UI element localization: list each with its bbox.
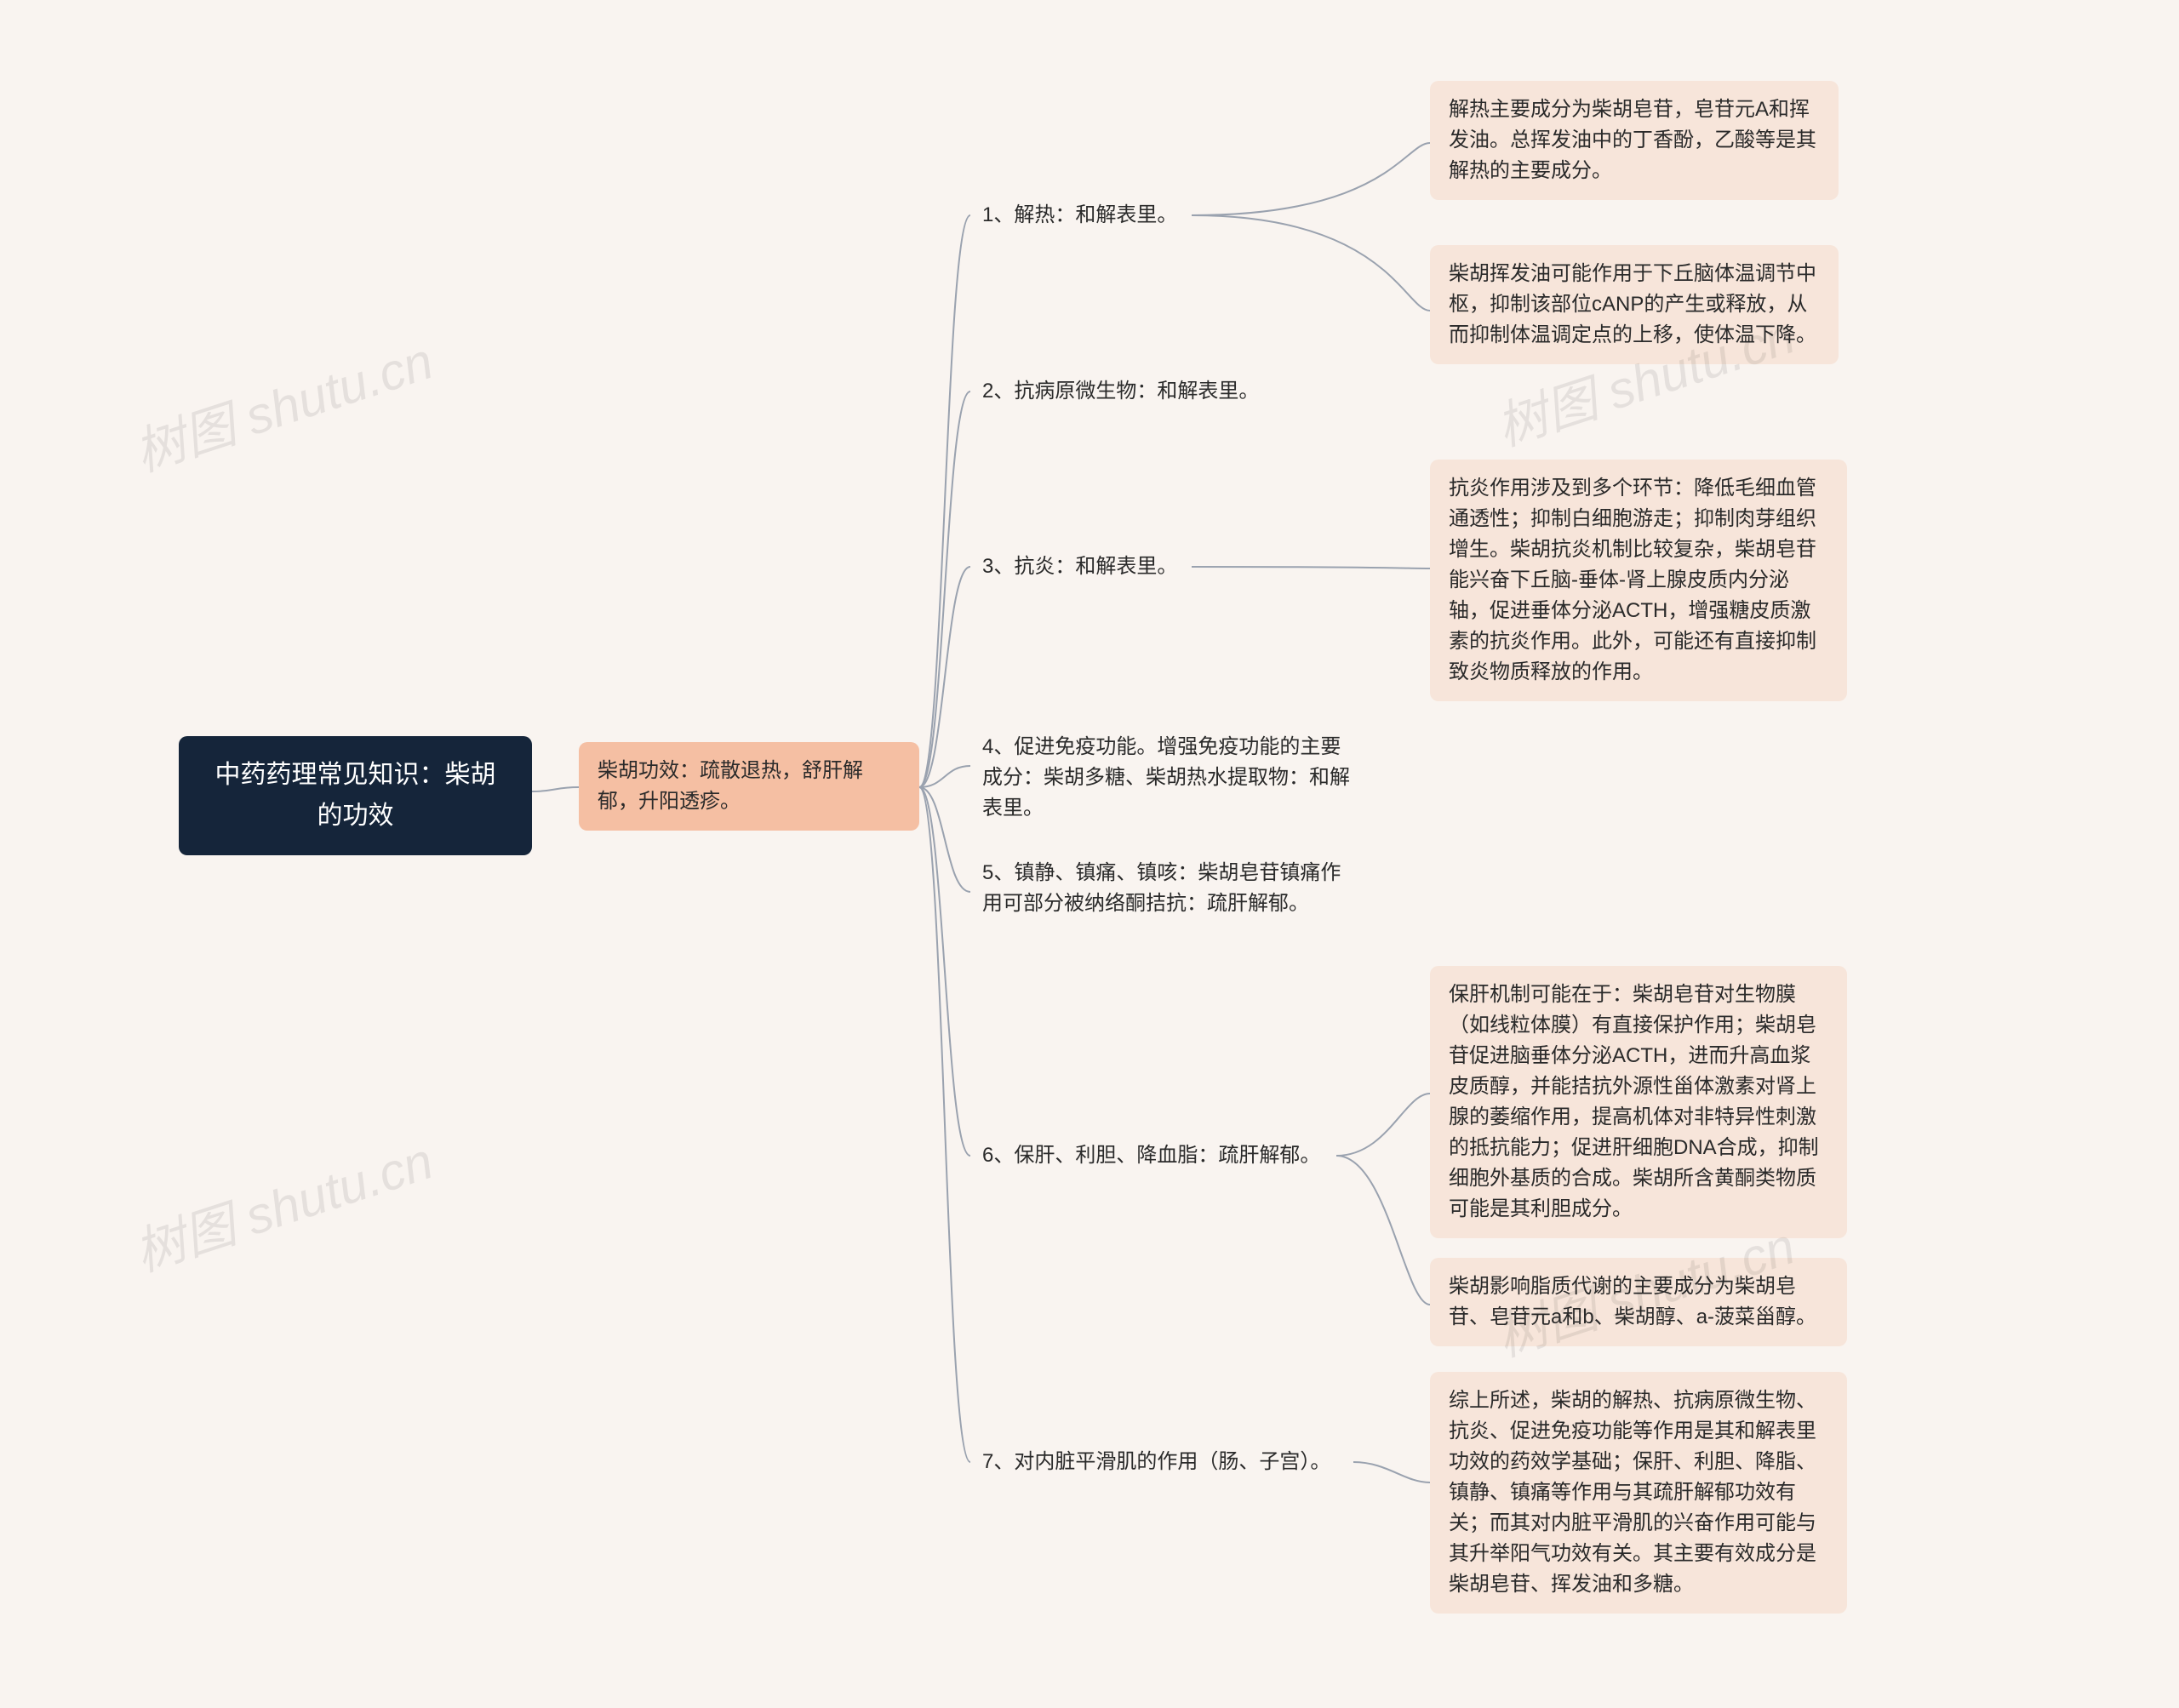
mindmap-l1-node[interactable]: 柴胡功效：疏散退热，舒肝解郁，升阳透疹。 (579, 742, 919, 831)
l2-text: 7、对内脏平滑肌的作用（肠、子宫）。 (982, 1450, 1330, 1473)
l2-text: 1、解热：和解表里。 (982, 203, 1177, 226)
root-text: 中药药理常见知识：柴胡的功效 (215, 761, 496, 830)
mindmap-l3-node[interactable]: 柴胡影响脂质代谢的主要成分为柴胡皂苷、皂苷元a和b、柴胡醇、a-菠菜甾醇。 (1430, 1258, 1847, 1346)
l3-text: 保肝机制可能在于：柴胡皂苷对生物膜（如线粒体膜）有直接保护作用；柴胡皂苷促进脑垂… (1449, 983, 1819, 1220)
l3-text: 柴胡挥发油可能作用于下丘脑体温调节中枢，抑制该部位cANP的产生或释放，从而抑制… (1449, 262, 1816, 346)
mindmap-l2-node-5[interactable]: 5、镇静、镇痛、镇咳：柴胡皂苷镇痛作用可部分被纳络酮拮抗：疏肝解郁。 (970, 849, 1370, 928)
l2-text: 4、促进免疫功能。增强免疫功能的主要成分：柴胡多糖、柴胡热水提取物：和解表里。 (982, 735, 1350, 820)
l3-text: 解热主要成分为柴胡皂苷，皂苷元A和挥发油。总挥发油中的丁香酚，乙酸等是其解热的主… (1449, 98, 1816, 182)
l3-text: 抗炎作用涉及到多个环节：降低毛细血管通透性；抑制白细胞游走；抑制肉芽组织增生。柴… (1449, 477, 1816, 683)
mindmap-l3-node[interactable]: 保肝机制可能在于：柴胡皂苷对生物膜（如线粒体膜）有直接保护作用；柴胡皂苷促进脑垂… (1430, 966, 1847, 1238)
l1-text: 柴胡功效：疏散退热，舒肝解郁，升阳透疹。 (598, 759, 863, 813)
mindmap-l2-node-2[interactable]: 2、抗病原微生物：和解表里。 (970, 368, 1285, 415)
mindmap-l3-node[interactable]: 解热主要成分为柴胡皂苷，皂苷元A和挥发油。总挥发油中的丁香酚，乙酸等是其解热的主… (1430, 81, 1839, 200)
l3-text: 综上所述，柴胡的解热、抗病原微生物、抗炎、促进免疫功能等作用是其和解表里功效的药… (1449, 1389, 1816, 1596)
mindmap-l3-node[interactable]: 柴胡挥发油可能作用于下丘脑体温调节中枢，抑制该部位cANP的产生或释放，从而抑制… (1430, 245, 1839, 364)
l2-text: 5、镇静、镇痛、镇咳：柴胡皂苷镇痛作用可部分被纳络酮拮抗：疏肝解郁。 (982, 861, 1341, 915)
mindmap-l2-node-1[interactable]: 1、解热：和解表里。 (970, 191, 1192, 239)
l3-text: 柴胡影响脂质代谢的主要成分为柴胡皂苷、皂苷元a和b、柴胡醇、a-菠菜甾醇。 (1449, 1275, 1816, 1328)
mindmap-l2-node-6[interactable]: 6、保肝、利胆、降血脂：疏肝解郁。 (970, 1132, 1336, 1180)
mindmap-l3-node[interactable]: 抗炎作用涉及到多个环节：降低毛细血管通透性；抑制白细胞游走；抑制肉芽组织增生。柴… (1430, 460, 1847, 701)
l2-text: 2、抗病原微生物：和解表里。 (982, 380, 1259, 403)
mindmap-root-node[interactable]: 中药药理常见知识：柴胡的功效 (179, 736, 532, 855)
mindmap-l3-node[interactable]: 综上所述，柴胡的解热、抗病原微生物、抗炎、促进免疫功能等作用是其和解表里功效的药… (1430, 1372, 1847, 1614)
l2-text: 6、保肝、利胆、降血脂：疏肝解郁。 (982, 1144, 1320, 1167)
mindmap-l2-node-4[interactable]: 4、促进免疫功能。增强免疫功能的主要成分：柴胡多糖、柴胡热水提取物：和解表里。 (970, 723, 1370, 832)
l2-text: 3、抗炎：和解表里。 (982, 555, 1177, 578)
mindmap-l2-node-7[interactable]: 7、对内脏平滑肌的作用（肠、子宫）。 (970, 1438, 1353, 1486)
mindmap-l2-node-3[interactable]: 3、抗炎：和解表里。 (970, 543, 1192, 591)
